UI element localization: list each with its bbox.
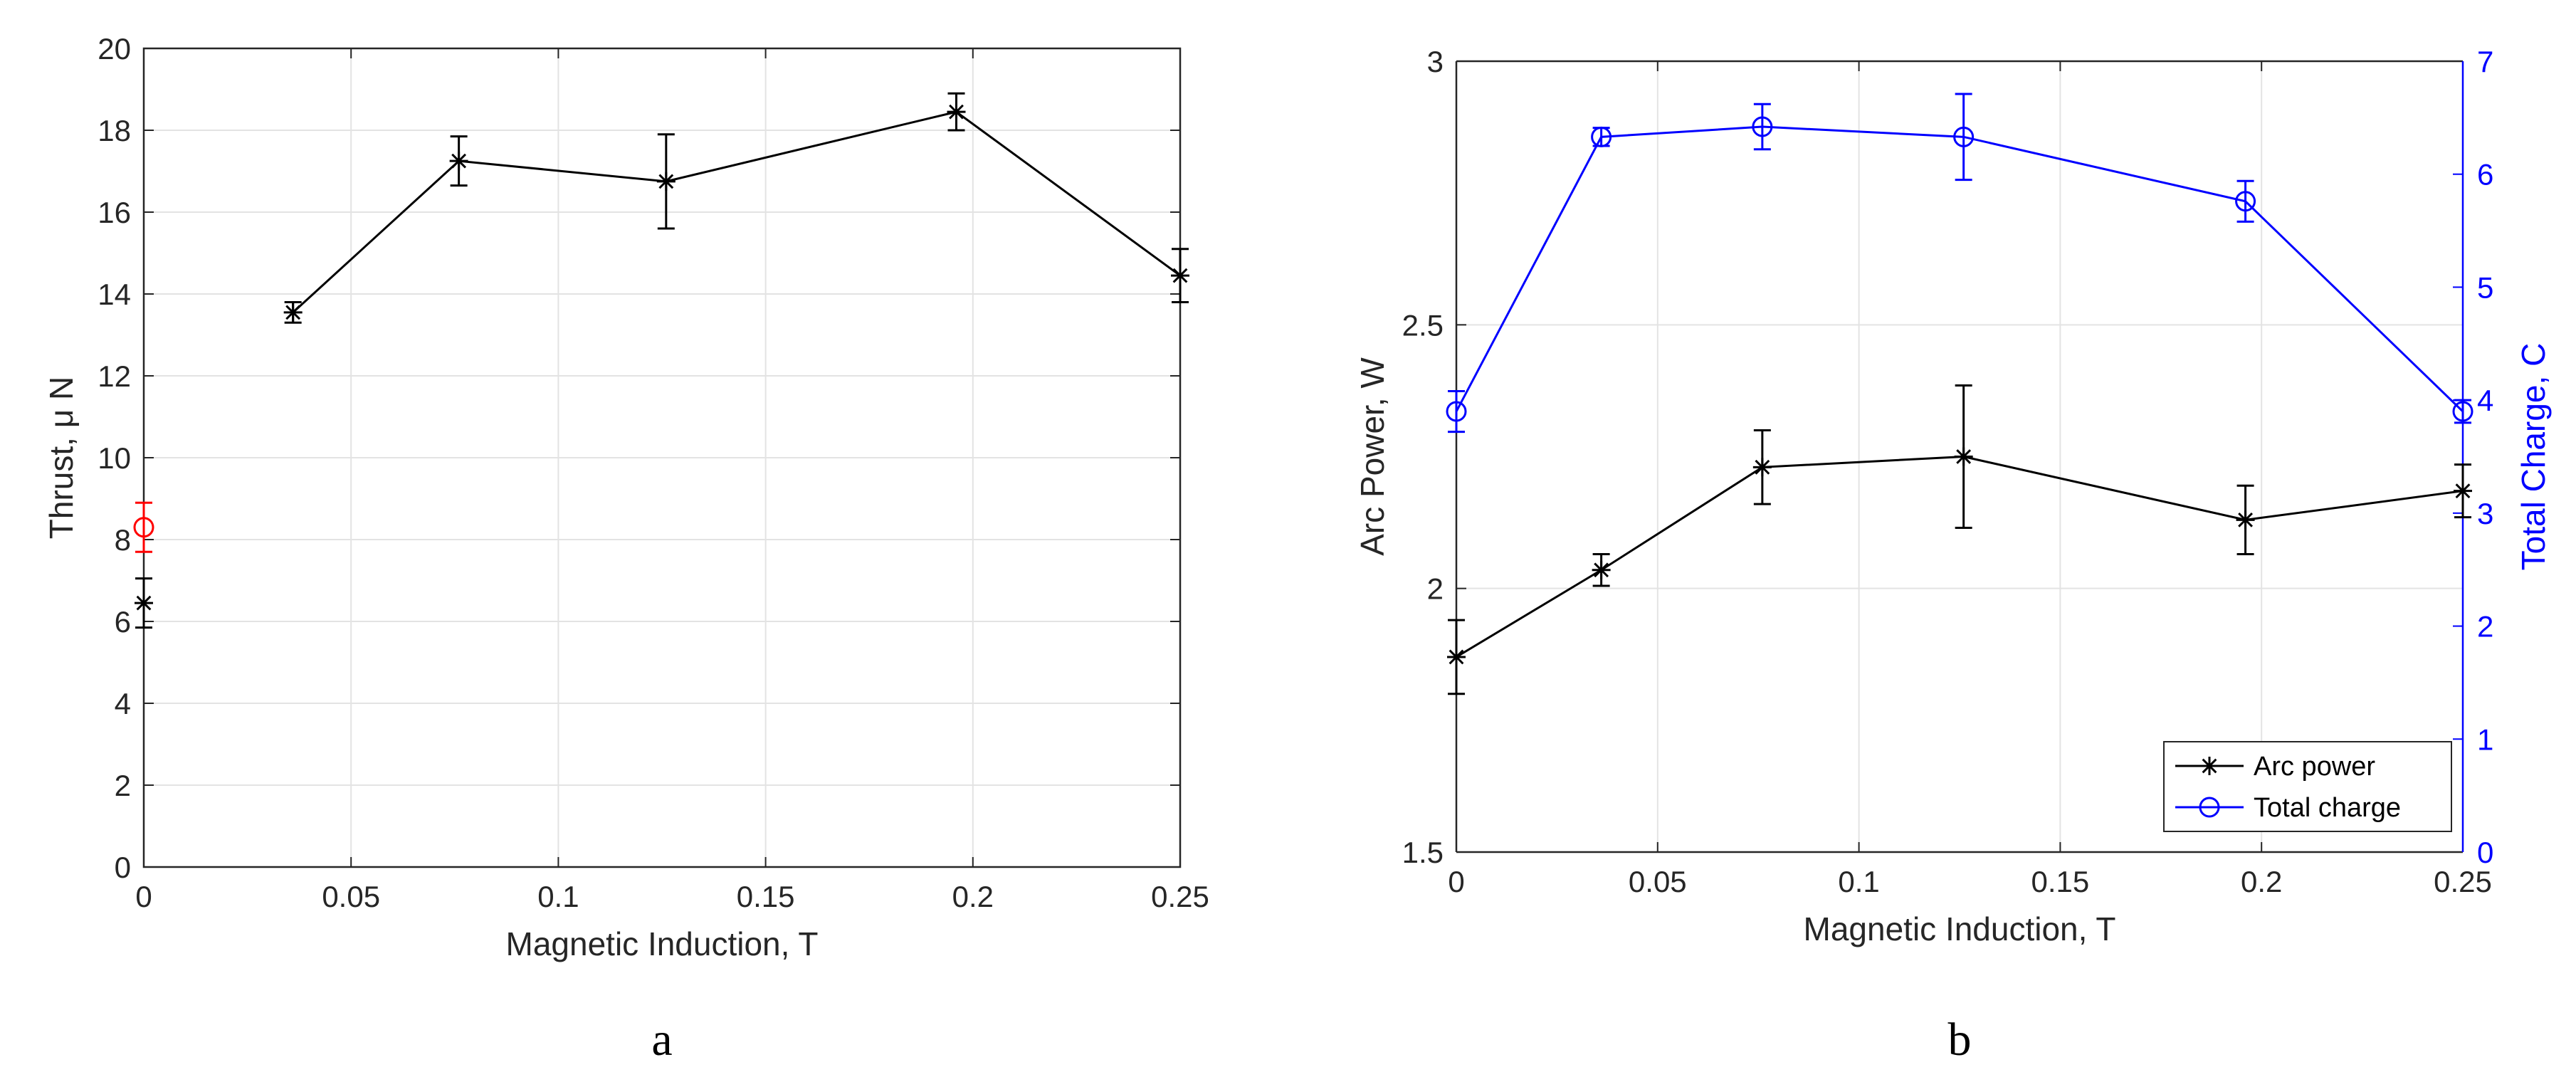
data-point <box>1171 266 1189 285</box>
y-tick-label: 20 <box>98 32 131 65</box>
y-right-tick-label: 6 <box>2477 158 2493 191</box>
x-tick-label: 0 <box>1448 865 1464 898</box>
y-tick-label: 14 <box>98 278 131 311</box>
legend-marker <box>2200 757 2219 775</box>
x-tick-label: 0.15 <box>2031 865 2090 898</box>
data-point <box>1592 560 1611 579</box>
y-tick-label: 16 <box>98 196 131 229</box>
y-right-axis-label: Total Charge, C <box>2515 343 2552 571</box>
data-point <box>1447 647 1466 666</box>
data-point <box>656 172 675 191</box>
y-tick-label: 12 <box>98 359 131 393</box>
legend-label: Arc power <box>2254 752 2375 782</box>
data-point <box>2236 510 2255 530</box>
x-tick-label: 0.1 <box>537 880 579 913</box>
x-tick-label: 0.25 <box>1151 880 1209 913</box>
chart-panel-a: 0 0.05 0.1 0.15 0.2 0.25 0 2 4 6 8 10 12 14 16 18 20 Magn… <box>43 32 1209 1066</box>
data-point <box>2454 481 2472 500</box>
series-line-1 <box>1455 125 2464 413</box>
legend-marker <box>2199 797 2220 818</box>
data-point <box>2235 191 2256 212</box>
x-tick-label: 0.2 <box>2241 865 2282 898</box>
data-point <box>283 303 303 322</box>
x-tick-label: 0 <box>135 880 152 913</box>
data-point <box>1954 447 1973 466</box>
y-tick-label: 10 <box>98 441 131 475</box>
y-right-tick-label: 0 <box>2477 836 2493 869</box>
y-tick-label: 3 <box>1427 45 1444 78</box>
data-point <box>2452 401 2474 422</box>
data-point <box>449 152 468 171</box>
y-tick-label: 2.5 <box>1402 308 1444 342</box>
panel-label-b: b <box>1948 1014 1972 1066</box>
y-tick-label: 8 <box>115 523 131 557</box>
panel-label-a: a <box>651 1014 672 1066</box>
data-point <box>133 517 154 538</box>
y-tick-label: 6 <box>115 605 131 639</box>
y-tick-label: 4 <box>115 687 131 720</box>
y-tick-label: 18 <box>98 114 131 147</box>
data-point <box>135 594 153 613</box>
legend-label: Total charge <box>2254 793 2401 823</box>
x-tick-label: 0.15 <box>737 880 795 913</box>
y-tick-label: 2 <box>115 769 131 802</box>
data-point <box>947 103 966 122</box>
x-axis-label: Magnetic Induction, T <box>1804 910 2116 947</box>
x-tick-label: 0.1 <box>1838 865 1879 898</box>
y-tick-label: 1.5 <box>1402 836 1444 869</box>
error-bar <box>2454 399 2471 424</box>
error-bar <box>1448 389 1465 434</box>
x-tick-label: 0.05 <box>322 880 380 913</box>
data-point <box>1446 401 1467 422</box>
legend: Arc power Total charge <box>2163 741 2452 832</box>
data-point <box>1752 458 1772 477</box>
data-point <box>1953 126 1975 147</box>
y-axis-label: Thrust, μ N <box>43 377 80 539</box>
data-point <box>1591 126 1612 147</box>
chart-panel-b: 0 0.05 0.1 0.15 0.2 0.25 1.5 2 2.5 3 0 1 2 3 4 5 6 7 Magne… <box>1354 45 2552 1066</box>
y-right-tick-label: 4 <box>2477 384 2493 417</box>
y-right-tick-label: 1 <box>2477 723 2493 756</box>
series-line-0 <box>1456 455 2464 658</box>
x-tick-label: 0.25 <box>2434 865 2492 898</box>
error-bar <box>2236 179 2254 223</box>
y-right-tick-label: 3 <box>2477 497 2493 530</box>
x-tick-label: 0.2 <box>952 880 994 913</box>
x-tick-label: 0.05 <box>1629 865 1687 898</box>
y-right-tick-label: 2 <box>2477 610 2493 643</box>
y-right-tick-label: 7 <box>2477 45 2493 78</box>
error-bar <box>135 501 152 553</box>
y-right-tick-label: 5 <box>2477 270 2493 304</box>
y-tick-label: 0 <box>115 851 131 884</box>
x-axis-label: Magnetic Induction, T <box>506 925 819 962</box>
y-axis-label: Arc Power, W <box>1354 357 1391 556</box>
axes-box-a <box>142 47 1182 868</box>
y-tick-label: 2 <box>1427 572 1444 606</box>
error-bar <box>1955 93 1972 182</box>
data-point <box>1752 116 1773 137</box>
error-bar <box>1753 103 1771 151</box>
